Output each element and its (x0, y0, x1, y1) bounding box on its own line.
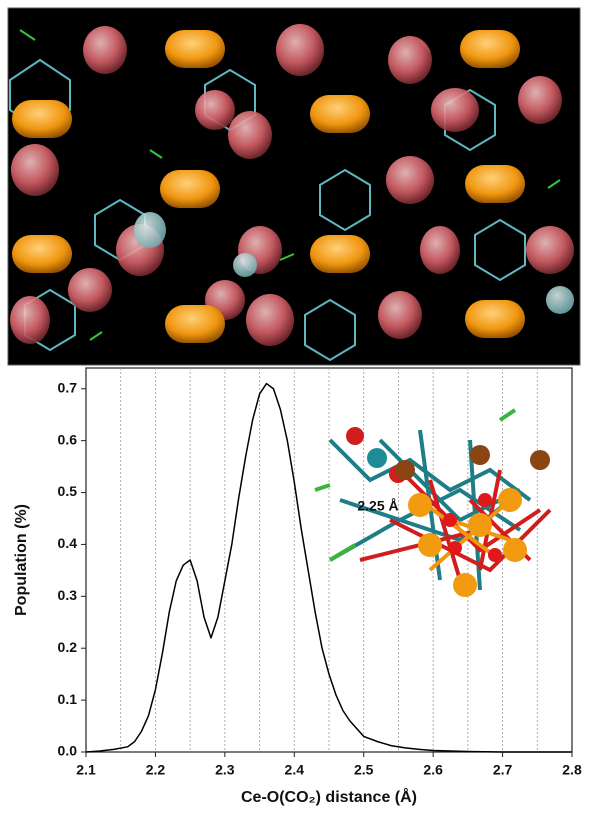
y-tick-label: 0.6 (58, 431, 78, 447)
structure-image (7, 7, 581, 366)
y-tick-label: 0.7 (58, 379, 78, 395)
marks (85, 382, 572, 753)
x-tick-label: 2.7 (493, 762, 513, 778)
data-line (85, 382, 572, 753)
grid (120, 368, 538, 752)
y-tick-label: 0.2 (58, 639, 78, 655)
y-tick-label: 0.3 (58, 587, 78, 603)
y-tick-label: 0.0 (58, 743, 78, 759)
inset-atoms (346, 427, 550, 597)
x-tick-label: 2.2 (146, 762, 166, 778)
y-axis-title: Population (%) (13, 504, 30, 616)
x-tick-label: 2.5 (354, 762, 374, 778)
x-tick-label: 2.3 (215, 762, 235, 778)
annotation: 2.25 Å (357, 498, 398, 514)
x-tick-label: 2.8 (562, 762, 582, 778)
x-tick-label: 2.4 (285, 762, 305, 778)
y-tick-label: 0.4 (58, 535, 78, 551)
y-tick-label: 0.1 (58, 691, 78, 707)
plot-area: 2.25 Å (85, 367, 573, 753)
y-tick-label: 0.5 (58, 483, 78, 499)
x-axis-title: Ce-O(CO₂) distance (Å) (241, 787, 417, 806)
x-tick-label: 2.6 (423, 762, 443, 778)
x-tick-label: 2.1 (76, 762, 96, 778)
